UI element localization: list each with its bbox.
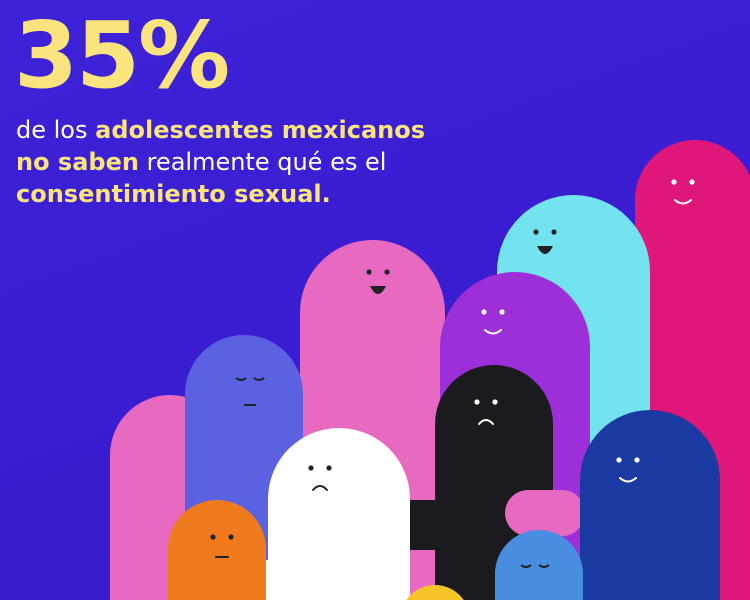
mouth (478, 419, 494, 425)
eye (551, 229, 557, 235)
text: realmente qué es el (138, 148, 387, 176)
eye (308, 465, 314, 471)
text-line: de los adolescentes mexicanos (16, 114, 425, 146)
text-line: consentimiento sexual. (16, 178, 425, 210)
eye (538, 564, 550, 568)
character-arm (505, 490, 585, 536)
eye (533, 229, 539, 235)
eye (481, 309, 487, 315)
eye (210, 534, 216, 540)
highlight-text: adolescentes mexicanos (95, 116, 426, 144)
mouth (484, 329, 502, 335)
mouth (537, 246, 553, 254)
eye (366, 269, 372, 275)
eye (671, 179, 677, 185)
eye (634, 457, 640, 463)
headline-figure: 35% (14, 2, 230, 109)
eye (474, 399, 480, 405)
mouth (674, 199, 692, 205)
eye (384, 269, 390, 275)
eye (228, 534, 234, 540)
eye (235, 377, 247, 381)
eye (520, 564, 532, 568)
eye (689, 179, 695, 185)
eye (492, 399, 498, 405)
eye (499, 309, 505, 315)
mouth (370, 286, 386, 294)
character-body (168, 500, 266, 600)
eye (253, 377, 265, 381)
mouth (619, 477, 637, 483)
character-body (406, 585, 464, 600)
eye (326, 465, 332, 471)
character-body (268, 428, 410, 600)
headline-text: de los adolescentes mexicanos no saben re… (16, 114, 425, 210)
text-line: no saben realmente qué es el (16, 146, 425, 178)
eye (616, 457, 622, 463)
text: de los (16, 116, 96, 144)
highlight-text: consentimiento sexual. (16, 180, 331, 208)
character-body (580, 410, 720, 600)
mouth (312, 485, 328, 491)
highlight-text: no saben (16, 148, 139, 176)
